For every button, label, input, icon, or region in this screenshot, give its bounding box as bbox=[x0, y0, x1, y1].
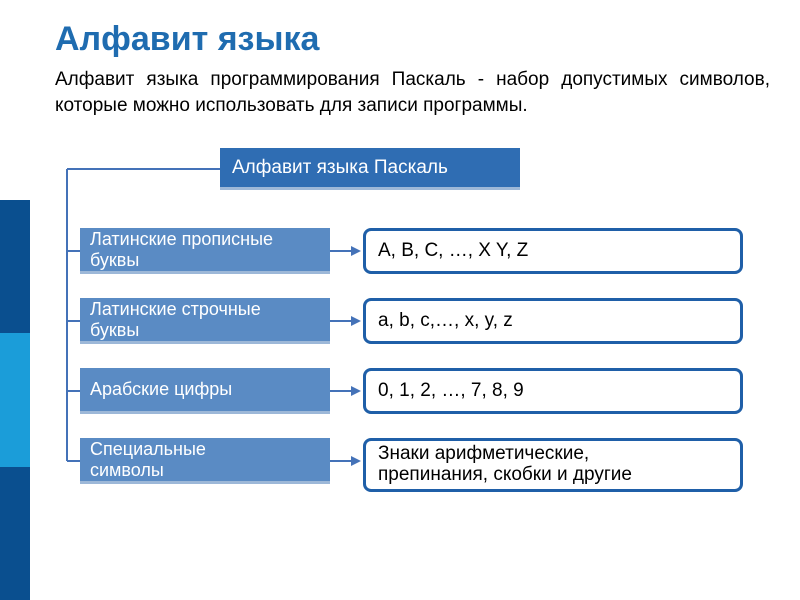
category-box: Специальные символы bbox=[80, 438, 330, 484]
value-box: Знаки арифметические, препинания, скобки… bbox=[363, 438, 743, 492]
page-title: Алфавит языка bbox=[55, 20, 770, 59]
value-box: a, b, c,…, x, y, z bbox=[363, 298, 743, 344]
value-box: 0, 1, 2, …, 7, 8, 9 bbox=[363, 368, 743, 414]
category-box: Латинские строчные буквы bbox=[80, 298, 330, 344]
category-box: Латинские прописные буквы bbox=[80, 228, 330, 274]
sidebar-block-1 bbox=[0, 200, 30, 333]
sidebar-accent bbox=[0, 200, 30, 600]
category-box: Арабские цифры bbox=[80, 368, 330, 414]
root-node: Алфавит языка Паскаль bbox=[220, 148, 520, 190]
sidebar-block-2 bbox=[0, 333, 30, 466]
diagram: Алфавит языка Паскаль Латинские прописны… bbox=[55, 148, 770, 548]
description-text: Алфавит языка программирования Паскаль -… bbox=[55, 67, 770, 118]
content-area: Алфавит языка Алфавит языка программиров… bbox=[0, 0, 800, 568]
value-box: A, B, C, …, X Y, Z bbox=[363, 228, 743, 274]
sidebar-block-3 bbox=[0, 467, 30, 600]
